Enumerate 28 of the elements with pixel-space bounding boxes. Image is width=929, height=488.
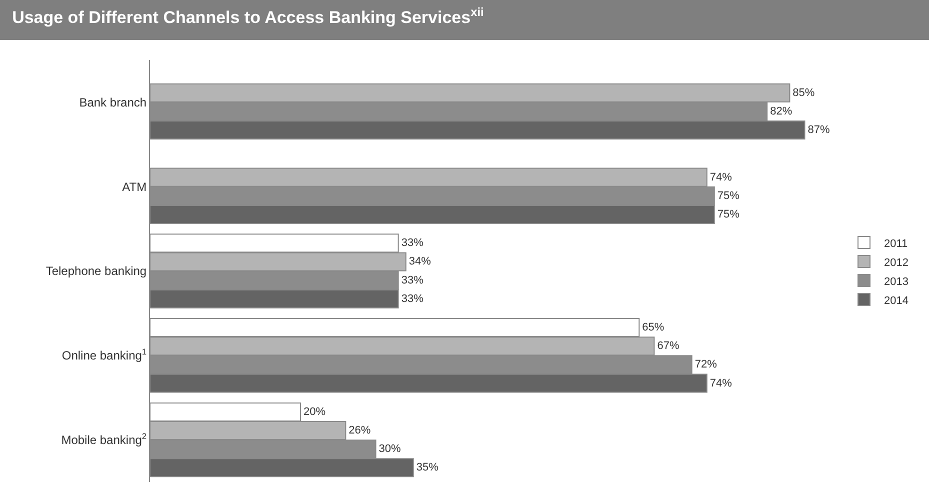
data-label: 75% bbox=[717, 190, 740, 202]
data-label: 67% bbox=[657, 340, 680, 352]
legend-label: 2012 bbox=[884, 256, 908, 269]
y-tick-label: Bank branch bbox=[79, 95, 147, 110]
data-label: 74% bbox=[710, 171, 732, 184]
data-label: 82% bbox=[770, 105, 792, 118]
data-label: 26% bbox=[348, 424, 371, 437]
data-label: 30% bbox=[378, 443, 401, 456]
data-label: 34% bbox=[408, 256, 432, 268]
legend-label: 2013 bbox=[884, 276, 908, 288]
y-tick-label: Telephone banking bbox=[46, 264, 147, 278]
data-label: 33% bbox=[401, 274, 424, 286]
data-label: 75% bbox=[717, 208, 740, 220]
data-label: 20% bbox=[304, 406, 326, 418]
data-label: 35% bbox=[416, 462, 439, 474]
y-tick-label: Online banking$^{1}$ bbox=[62, 346, 147, 363]
data-label: 33% bbox=[401, 237, 424, 250]
data-label: 87% bbox=[808, 124, 830, 136]
chart-title: Usage of Different Channels to Access Banking Services$^{xii}$ bbox=[12, 4, 484, 28]
y-tick-label: Mobile banking$^{2}$ bbox=[61, 430, 147, 447]
data-label: 74% bbox=[710, 377, 732, 390]
legend-label: 2014 bbox=[884, 294, 908, 307]
y-tick-label: ATM bbox=[122, 180, 147, 194]
legend-label: 2011 bbox=[884, 238, 908, 250]
data-label: 33% bbox=[401, 292, 424, 305]
data-label: 65% bbox=[642, 322, 664, 334]
data-label: 72% bbox=[694, 358, 718, 371]
data-label: 85% bbox=[792, 86, 815, 99]
